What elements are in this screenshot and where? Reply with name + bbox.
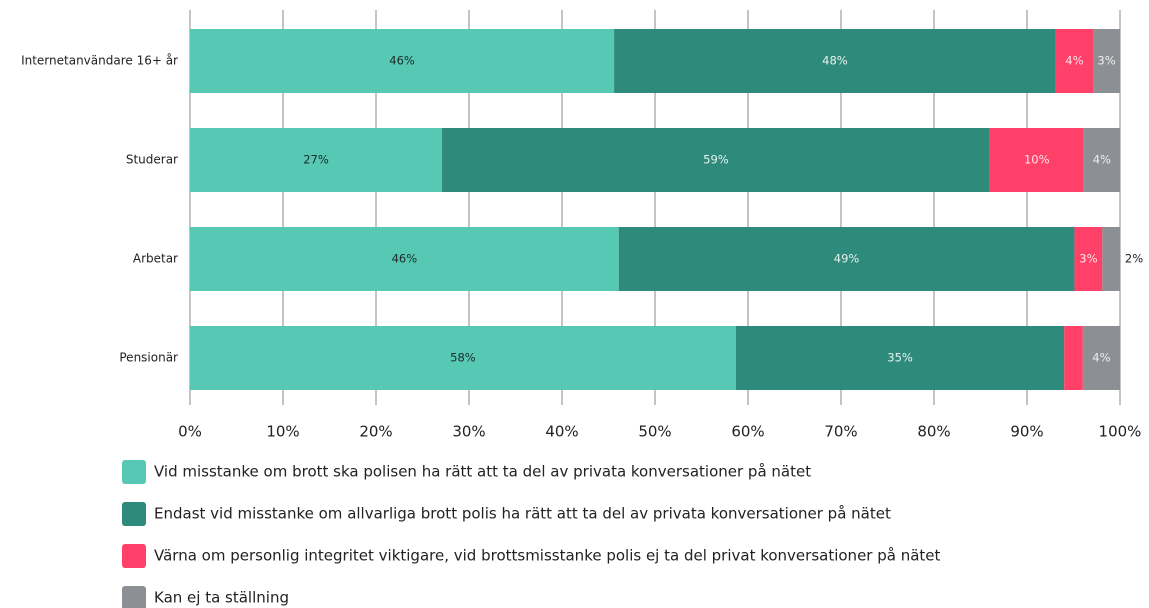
bar-segment: [1074, 227, 1103, 291]
x-tick-label: 70%: [824, 423, 857, 441]
bar-segment: [442, 128, 990, 192]
x-tick-label: 60%: [731, 423, 764, 441]
value-label: 35%: [887, 351, 913, 365]
value-label: 10%: [1024, 153, 1050, 167]
bar-segment: [1093, 29, 1120, 93]
category-label: Arbetar: [133, 252, 178, 266]
bar-segment: [1055, 29, 1094, 93]
x-tick-label: 80%: [917, 423, 950, 441]
bar-segment: [190, 29, 615, 93]
bar-segment: [1064, 326, 1083, 390]
value-label: 46%: [389, 54, 415, 68]
bar-segment: [190, 128, 443, 192]
value-label: 46%: [392, 252, 418, 266]
x-tick-label: 90%: [1010, 423, 1043, 441]
bar-segment: [190, 227, 619, 291]
legend-swatch: [122, 544, 146, 568]
value-label: 58%: [450, 351, 476, 365]
x-tick-label: 0%: [178, 423, 202, 441]
bar-segment: [190, 326, 736, 390]
bar-segment: [618, 227, 1075, 291]
legend-label: Kan ej ta ställning: [154, 589, 289, 607]
value-label: 4%: [1065, 54, 1083, 68]
category-label: Internetanvändare 16+ år: [21, 54, 178, 68]
value-label: 59%: [703, 153, 729, 167]
x-tick-label: 10%: [266, 423, 299, 441]
bar-segment: [1083, 128, 1120, 192]
x-tick-label: 50%: [638, 423, 671, 441]
bar-segment: [1082, 326, 1120, 390]
value-label: 4%: [1093, 153, 1111, 167]
value-label: 49%: [834, 252, 860, 266]
bar-segment: [614, 29, 1056, 93]
x-tick-label: 30%: [452, 423, 485, 441]
legend-swatch: [122, 502, 146, 526]
x-tick-label: 40%: [545, 423, 578, 441]
value-label: 2%: [1125, 252, 1143, 266]
value-label: 3%: [1079, 252, 1097, 266]
category-label: Studerar: [126, 153, 178, 167]
bar-segment: [989, 128, 1084, 192]
value-label: 3%: [1097, 54, 1115, 68]
legend-label: Vid misstanke om brott ska polisen ha rä…: [154, 463, 811, 481]
category-label: Pensionär: [119, 351, 178, 365]
bar-segment: [1102, 227, 1120, 291]
legend-label: Endast vid misstanke om allvarliga brott…: [154, 505, 891, 523]
legend-label: Värna om personlig integritet viktigare,…: [154, 547, 941, 565]
x-tick-label: 100%: [1099, 423, 1142, 441]
value-label: 48%: [822, 54, 848, 68]
bar-segment: [735, 326, 1065, 390]
x-tick-label: 20%: [359, 423, 392, 441]
legend-swatch: [122, 460, 146, 484]
value-label: 27%: [303, 153, 329, 167]
legend-swatch: [122, 586, 146, 608]
value-label: 4%: [1092, 351, 1110, 365]
